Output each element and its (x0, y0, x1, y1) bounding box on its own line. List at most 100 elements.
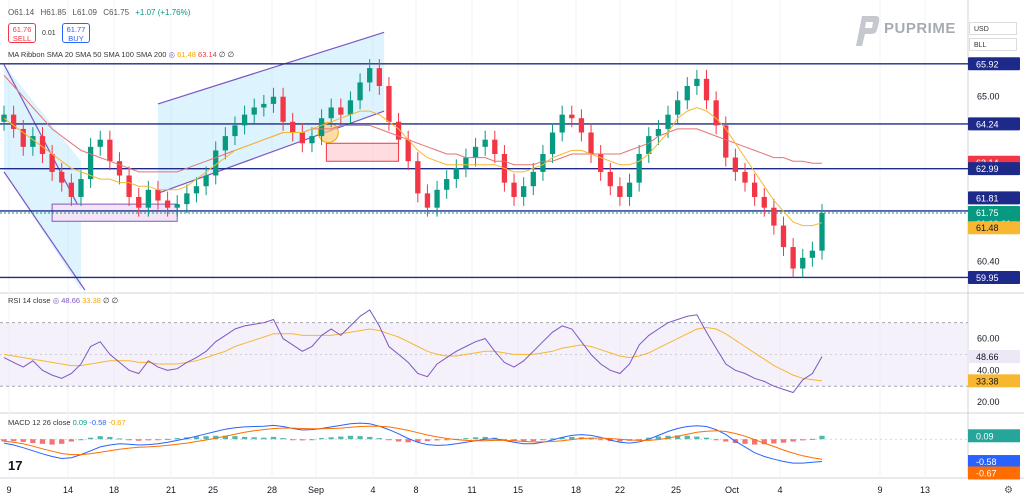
macd-histogram-bar (780, 439, 787, 443)
macd-histogram-bar (251, 437, 257, 440)
x-tick-label: 21 (166, 485, 176, 495)
macd-hist-value: 0.09 (72, 418, 88, 427)
candle-body (78, 179, 84, 197)
macd-legend[interactable]: MACD 12 26 close 0.09 -0.58 -0.67 (8, 418, 126, 427)
unit-select[interactable]: BLL (969, 38, 1017, 51)
macd-histogram-bar (703, 437, 710, 440)
ma-ribbon-legend[interactable]: MA Ribbon SMA 20 SMA 50 SMA 100 SMA 200 … (8, 50, 234, 59)
price-label-box (968, 191, 1020, 205)
settings-gear-icon[interactable]: ⚙ (1004, 485, 1013, 496)
x-tick-label: 9 (877, 485, 882, 495)
macd-histogram-bar (39, 439, 46, 444)
ma-ribbon-label: MA Ribbon SMA 20 SMA 50 SMA 100 SMA 200 (8, 50, 167, 59)
price-label-text: 64.24 (976, 119, 999, 129)
candle-body (395, 121, 402, 140)
macd-histogram-bar (126, 439, 132, 441)
sma20-value: 61.48 (177, 50, 196, 59)
macd-pane (0, 422, 968, 464)
macd-histogram-bar (742, 439, 748, 444)
candle-body (655, 128, 662, 137)
candle-body (213, 150, 219, 176)
price-label-text: 59.95 (976, 273, 999, 283)
macd-histogram-bar (501, 439, 508, 441)
sell-button[interactable]: 61.76 SELL (8, 23, 36, 43)
moving-averages (3, 74, 823, 227)
candle-body (511, 182, 517, 197)
rsi-ma-line (3, 326, 823, 382)
candle-body (164, 200, 171, 208)
candle-body (444, 179, 450, 190)
high-value: H61.85 (40, 8, 67, 17)
sma100-value: ∅ (218, 50, 226, 59)
macd-value-label: -0.58 (976, 457, 997, 467)
price-label-box (968, 57, 1020, 71)
rsi-legend[interactable]: RSI 14 close ◎ 48.66 33.38 ∅ ∅ (8, 296, 118, 305)
candle-body (68, 182, 75, 197)
macd-histogram-bar (569, 436, 575, 440)
macd-histogram-bar (521, 439, 527, 442)
candle-body (626, 182, 633, 197)
candle-body (723, 125, 729, 158)
candle-body (713, 100, 719, 126)
x-tick-label: 25 (208, 485, 218, 495)
candle-body (184, 193, 190, 205)
indicator-settings-icon[interactable]: ◎ (168, 50, 176, 59)
indicator-settings-icon[interactable]: ◎ (52, 296, 60, 305)
candle-body (694, 78, 700, 86)
horizontal-levels (0, 63, 968, 279)
price-label-text: 61.75 (976, 208, 999, 218)
macd-histogram-bar (790, 439, 796, 442)
candle-body (415, 161, 421, 194)
buy-button[interactable]: 61.77 BUY (62, 23, 90, 43)
macd-histogram-bar (1, 439, 7, 442)
macd-histogram-bar (646, 437, 652, 440)
rsi-value-box (968, 350, 1020, 364)
macd-histogram-bar (20, 439, 26, 442)
candle-body (636, 154, 642, 183)
rsi-value-label: 48.66 (976, 352, 999, 362)
candle-body (472, 146, 479, 158)
macd-histogram-bar (338, 436, 344, 440)
macd-histogram-bar (655, 436, 662, 440)
candle-body (675, 100, 681, 115)
macd-histogram-bar (59, 439, 65, 444)
candle-body (588, 132, 594, 154)
unit-selectors: USD BLL (969, 22, 1017, 54)
candle-body (540, 154, 546, 172)
macd-histogram-bar (636, 439, 642, 441)
macd-histogram-bar (386, 439, 392, 441)
candle-body (59, 171, 65, 183)
candle-body (116, 161, 123, 176)
macd-histogram-bar (588, 438, 594, 440)
x-tick-label: Sep (308, 485, 324, 495)
rsi-value: 48.66 (61, 296, 81, 305)
price-label-text: 61.48 (976, 223, 999, 233)
candle-body (463, 157, 469, 169)
candle-body (482, 139, 488, 147)
candle-body (800, 257, 806, 269)
rsi-label: RSI 14 close (8, 296, 51, 305)
candle-body (126, 175, 132, 197)
macd-histogram-bar (347, 435, 354, 440)
candle-body (136, 196, 142, 208)
candle-body (617, 186, 623, 197)
macd-histogram-bar (511, 439, 517, 441)
candle-body (665, 114, 671, 129)
ohlc-readout: O61.14 H61.85 L61.09 C61.75 +1.07 (+1.76… (8, 8, 190, 17)
macd-histogram-bar (405, 439, 411, 443)
candle-body (174, 204, 180, 208)
candle-body (20, 128, 26, 147)
macd-histogram-bar (78, 439, 84, 441)
rsi-extra-1: ∅ (103, 296, 110, 305)
macd-histogram-bar (598, 439, 604, 441)
macd-histogram-bar (299, 439, 305, 441)
macd-histogram-bar (203, 436, 209, 440)
currency-select[interactable]: USD (969, 22, 1017, 35)
candle-body (203, 175, 209, 187)
candle-body (357, 82, 363, 101)
price-label-text: 62.99 (976, 164, 999, 174)
macd-histogram-bar (145, 439, 151, 441)
candle-body (367, 68, 373, 83)
macd-histogram-bar (97, 436, 103, 440)
